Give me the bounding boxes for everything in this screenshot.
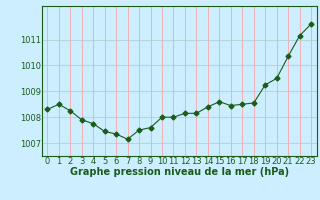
X-axis label: Graphe pression niveau de la mer (hPa): Graphe pression niveau de la mer (hPa)	[70, 167, 289, 177]
